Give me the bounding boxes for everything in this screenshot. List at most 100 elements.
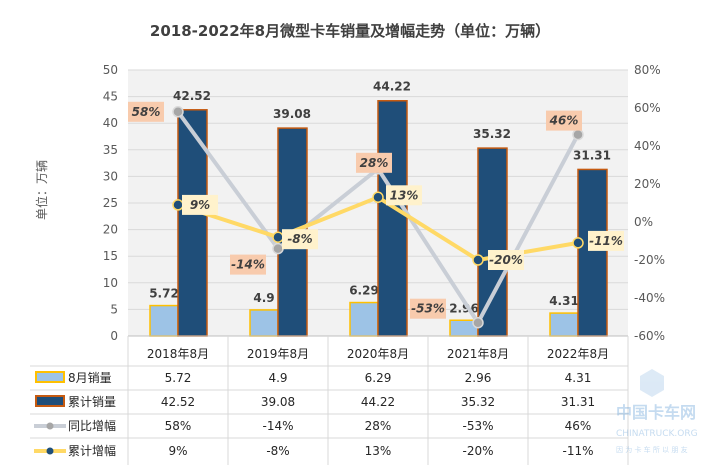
data-label-box: [230, 254, 266, 275]
legend-label: 8月销量: [68, 371, 112, 385]
table-cell: 46%: [565, 419, 592, 433]
line-marker: [172, 106, 184, 118]
y2-tick-label: 0%: [634, 215, 653, 229]
data-label-box: [588, 230, 624, 251]
x-tick-label: 2021年8月: [447, 347, 509, 361]
legend-label: 累计增幅: [68, 443, 116, 458]
data-label-monthly: 5.72: [149, 287, 179, 301]
x-tick-label: 2020年8月: [347, 347, 409, 361]
data-label-growth: 58%: [132, 105, 161, 119]
data-label-box: [356, 152, 392, 173]
y-tick-label: 35: [103, 143, 118, 157]
legend-label: 同比增幅: [68, 418, 116, 433]
line-marker: [172, 199, 184, 211]
line-marker: [272, 231, 284, 243]
table-cell: -20%: [462, 444, 493, 458]
table-cell: 44.22: [361, 395, 395, 409]
x-tick-label: 2019年8月: [247, 347, 309, 361]
bar-cumulative-sales: [477, 147, 508, 337]
bar-monthly-sales: [349, 301, 379, 337]
data-label-box: [282, 229, 318, 250]
table-cell: -53%: [462, 419, 493, 433]
table-cell: -8%: [266, 444, 289, 458]
data-label-growth: -20%: [489, 253, 523, 267]
data-label-cumulative: 44.22: [373, 80, 411, 94]
y2-tick-label: 40%: [634, 139, 661, 153]
table-cell: 35.32: [461, 395, 495, 409]
line-marker: [272, 242, 284, 255]
watermark-sub: CHINATRUCK.ORG: [616, 429, 698, 439]
data-label-box: [128, 101, 164, 122]
watermark-slogan: 因 为 卡 车 所 以 朋 友: [616, 445, 688, 454]
legend-swatch: [35, 371, 65, 383]
line-marker: [372, 191, 384, 204]
data-label-growth: -8%: [287, 232, 312, 246]
y-tick-label: 40: [103, 116, 118, 130]
data-label-box: [410, 298, 446, 319]
data-label-growth: 28%: [360, 156, 389, 170]
table-cell: 5.72: [165, 371, 192, 385]
table-cell: 6.29: [365, 371, 392, 385]
table-cell: 28%: [365, 419, 392, 433]
chart-title: 2018-2022年8月微型卡车销量及增幅走势（单位：万辆）: [150, 22, 550, 40]
y2-tick-label: -20%: [634, 253, 665, 267]
bar-monthly-sales: [149, 304, 179, 337]
data-label-cumulative: 31.31: [573, 148, 611, 162]
data-label-box: [488, 250, 524, 270]
line-marker: [572, 237, 584, 249]
x-tick-label: 2022年8月: [547, 347, 609, 361]
table-cell: 31.31: [561, 395, 595, 409]
data-label-box: [182, 194, 218, 215]
y-tick-label: 50: [103, 63, 118, 77]
y-tick-label: 10: [103, 276, 118, 290]
x-tick-label: 2018年8月: [147, 347, 209, 361]
data-label-growth: -53%: [411, 302, 445, 316]
line-marker: [472, 254, 484, 266]
data-label-box: [386, 185, 422, 206]
y2-tick-label: 60%: [634, 101, 661, 115]
legend-label: 累计销量: [68, 395, 116, 409]
table-cell: 4.31: [565, 371, 592, 385]
data-label-growth: 46%: [549, 114, 579, 128]
line-marker: [472, 316, 484, 329]
table-cell: 13%: [365, 444, 392, 458]
watermark-text: 中国卡车网: [616, 403, 696, 422]
y-tick-label: 20: [103, 223, 118, 237]
y-tick-label: 25: [103, 196, 118, 210]
data-label-growth: -14%: [231, 258, 265, 272]
data-label-growth: 9%: [190, 198, 210, 212]
y2-tick-label: 20%: [634, 177, 661, 191]
table-cell: -14%: [262, 419, 293, 433]
data-label-growth: 13%: [390, 188, 419, 202]
bar-monthly-sales: [249, 309, 279, 337]
data-label-monthly: 4.31: [549, 294, 579, 308]
table-cell: 42.52: [161, 395, 195, 409]
table-cell: -11%: [562, 444, 593, 458]
line-marker: [572, 128, 584, 141]
data-label-cumulative: 39.08: [273, 107, 311, 121]
data-label-growth: -11%: [589, 234, 623, 248]
y-tick-label: 15: [103, 249, 118, 263]
bar-cumulative-sales: [377, 99, 408, 337]
watermark-logo: [640, 369, 664, 397]
legend-swatch: [35, 395, 65, 407]
data-label-cumulative: 42.52: [173, 89, 211, 103]
y-tick-label: 30: [103, 169, 118, 183]
table-cell: 58%: [165, 419, 192, 433]
data-label-monthly: 4.9: [253, 291, 274, 305]
y2-tick-label: 80%: [634, 63, 661, 77]
data-label-monthly: 6.29: [349, 284, 379, 298]
data-label-box: [546, 110, 582, 131]
table-cell: 4.9: [268, 371, 287, 385]
watermark: 中国卡车网 CHINATRUCK.ORG 因 为 卡 车 所 以 朋 友: [616, 369, 698, 454]
y-axis-label: 单位：万辆: [34, 160, 49, 220]
legend-marker: [46, 422, 54, 430]
y2-tick-label: -40%: [634, 291, 665, 305]
y2-tick-label: -60%: [634, 329, 665, 343]
table-cell: 39.08: [261, 395, 295, 409]
data-label-cumulative: 35.32: [473, 127, 511, 141]
table-cell: 9%: [168, 444, 187, 458]
legend-marker: [46, 447, 54, 455]
